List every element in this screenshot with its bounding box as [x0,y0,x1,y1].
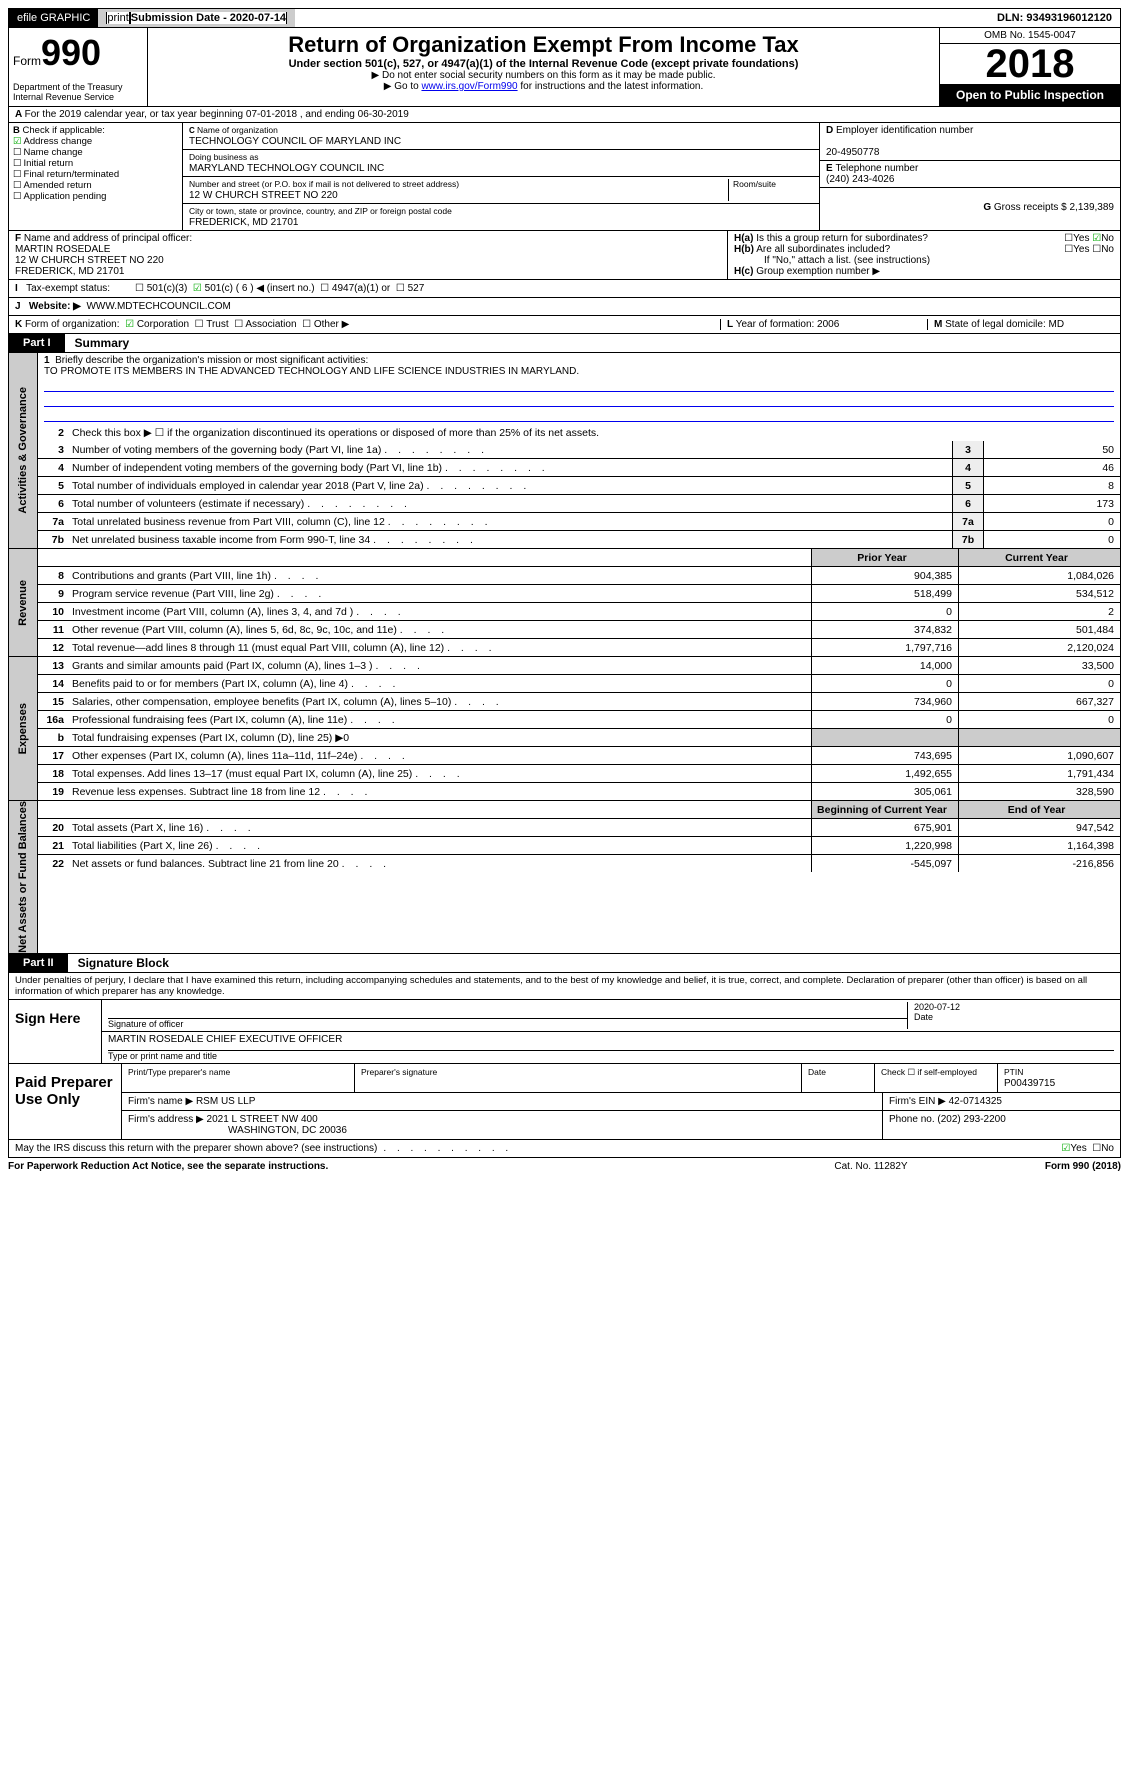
col-b-checkboxes: B Check if applicable: ☑Address change ☐… [9,123,183,230]
org-info-grid: B Check if applicable: ☑Address change ☐… [8,123,1121,231]
footer: For Paperwork Reduction Act Notice, see … [8,1158,1121,1175]
open-public: Open to Public Inspection [940,84,1120,106]
summary-line: 5Total number of individuals employed in… [38,477,1120,495]
row-k: K Form of organization: ☑ Corporation ☐ … [8,316,1121,334]
summary-line: 21Total liabilities (Part X, line 26) . … [38,837,1120,855]
summary-line: 22Net assets or fund balances. Subtract … [38,855,1120,872]
city: FREDERICK, MD 21701 [189,217,298,228]
print-button[interactable]: print [106,12,129,24]
form-subtitle: Under section 501(c), 527, or 4947(a)(1)… [156,58,931,70]
firm-ein: 42-0714325 [949,1096,1002,1107]
header-right: OMB No. 1545-0047 2018 Open to Public In… [940,28,1120,106]
part1-net: Net Assets or Fund Balances Beginning of… [8,801,1121,954]
part2-header: Part II Signature Block [8,954,1121,973]
form-title: Return of Organization Exempt From Incom… [156,32,931,58]
street: 12 W CHURCH STREET NO 220 [189,190,338,201]
note-ssn: ▶ Do not enter social security numbers o… [156,70,931,81]
check-icon[interactable]: ☐ [13,147,22,158]
sig-date: 2020-07-12 [914,1002,960,1012]
col-c: C Name of organization TECHNOLOGY COUNCI… [183,123,819,230]
firm-name: RSM US LLP [196,1096,255,1107]
summary-line: 19Revenue less expenses. Subtract line 1… [38,783,1120,800]
summary-line: 9Program service revenue (Part VIII, lin… [38,585,1120,603]
summary-line: bTotal fundraising expenses (Part IX, co… [38,729,1120,747]
col-de: D Employer identification number20-49507… [819,123,1120,230]
irs-link[interactable]: www.irs.gov/Form990 [421,81,517,92]
summary-line: 10Investment income (Part VIII, column (… [38,603,1120,621]
summary-line: 8Contributions and grants (Part VIII, li… [38,567,1120,585]
summary-line: 14Benefits paid to or for members (Part … [38,675,1120,693]
header-center: Return of Organization Exempt From Incom… [147,28,940,106]
side-revenue: Revenue [9,549,38,656]
part-tab: Part I [9,334,65,352]
check-icon[interactable]: ☐ [13,158,22,169]
top-bar: efile GRAPHIC print Submission Date - 20… [8,8,1121,28]
part-title: Summary [65,336,130,350]
gross-receipts: 2,139,389 [1070,202,1115,213]
org-name: TECHNOLOGY COUNCIL OF MARYLAND INC [189,136,401,147]
mission: TO PROMOTE ITS MEMBERS IN THE ADVANCED T… [44,366,579,377]
perjury: Under penalties of perjury, I declare th… [8,973,1121,1000]
firm-addr: 2021 L STREET NW 400 [207,1114,318,1125]
summary-line: 18Total expenses. Add lines 13–17 (must … [38,765,1120,783]
paid-preparer-block: Paid Preparer Use Only Print/Type prepar… [8,1064,1121,1140]
row-i-status: I Tax-exempt status: ☐ 501(c)(3) ☑ 501(c… [8,280,1121,298]
sign-here-label: Sign Here [9,1000,102,1063]
part1-rev: Revenue Prior Year Current Year 8Contrib… [8,549,1121,657]
officer-name: MARTIN ROSEDALE [15,244,110,255]
form-header: Form 990 Department of the Treasury Inte… [8,28,1121,107]
header-left: Form 990 Department of the Treasury Inte… [9,28,147,106]
dba: MARYLAND TECHNOLOGY COUNCIL INC [189,163,384,174]
side-governance: Activities & Governance [9,353,38,548]
sign-here-block: Sign Here Signature of officer 2020-07-1… [8,1000,1121,1064]
paid-label: Paid Preparer Use Only [9,1064,122,1139]
row-j-website: J Website: ▶ WWW.MDTECHCOUNCIL.COM [8,298,1121,316]
summary-line: 12Total revenue—add lines 8 through 11 (… [38,639,1120,656]
efile-button[interactable]: efile GRAPHIC [9,9,98,27]
summary-line: 7aTotal unrelated business revenue from … [38,513,1120,531]
summary-line: 7bNet unrelated business taxable income … [38,531,1120,548]
part1-gov: Activities & Governance 1 Briefly descri… [8,353,1121,549]
ein: 20-4950778 [826,147,879,158]
summary-line: 3Number of voting members of the governi… [38,441,1120,459]
summary-line: 15Salaries, other compensation, employee… [38,693,1120,711]
check-icon[interactable]: ☐ [13,180,22,191]
summary-line: 4Number of independent voting members of… [38,459,1120,477]
ptin: P00439715 [1004,1078,1055,1089]
website[interactable]: WWW.MDTECHCOUNCIL.COM [86,301,230,312]
check-icon[interactable]: ☐ [13,169,22,180]
row-f-h: F Name and address of principal officer:… [8,231,1121,280]
top-center: print Submission Date - 2020-07-14 [98,9,295,27]
dept-treasury: Department of the Treasury Internal Reve… [13,82,143,102]
summary-line: 11Other revenue (Part VIII, column (A), … [38,621,1120,639]
summary-line: 13Grants and similar amounts paid (Part … [38,657,1120,675]
part1-exp: Expenses 13Grants and similar amounts pa… [8,657,1121,801]
phone: (240) 243-4026 [826,174,894,185]
part1-header: Part I Summary [8,334,1121,353]
discuss-row: May the IRS discuss this return with the… [8,1140,1121,1158]
dln: DLN: 93493196012120 [989,9,1120,27]
firm-phone: (202) 293-2200 [937,1114,1005,1125]
summary-line: 20Total assets (Part X, line 16) . . . .… [38,819,1120,837]
note-goto: ▶ Go to www.irs.gov/Form990 for instruct… [156,81,931,92]
form-label: Form [13,54,41,68]
officer-typed: MARTIN ROSEDALE CHIEF EXECUTIVE OFFICER [108,1034,342,1045]
side-expenses: Expenses [9,657,38,800]
submission-date: Submission Date - 2020-07-14 [130,12,287,24]
row-a: A For the 2019 calendar year, or tax yea… [8,107,1121,123]
summary-line: 16aProfessional fundraising fees (Part I… [38,711,1120,729]
side-net: Net Assets or Fund Balances [9,801,38,953]
check-icon[interactable]: ☑ [13,136,22,147]
form-number: 990 [41,32,101,74]
tax-year: 2018 [940,44,1120,84]
check-icon[interactable]: ☐ [13,191,22,202]
summary-line: 6Total number of volunteers (estimate if… [38,495,1120,513]
summary-line: 17Other expenses (Part IX, column (A), l… [38,747,1120,765]
